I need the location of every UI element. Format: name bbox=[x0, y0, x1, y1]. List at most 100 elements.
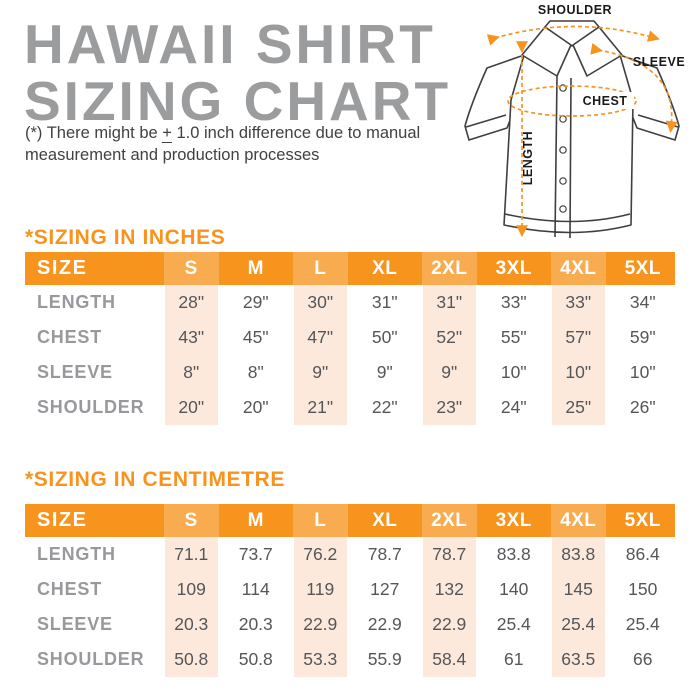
value-cell: 140 bbox=[499, 579, 529, 599]
value-cell: 23" bbox=[417, 390, 482, 425]
value-cell: 78.7 bbox=[367, 544, 402, 564]
measurement-lines bbox=[486, 25, 678, 238]
value-cell: 20.3 bbox=[159, 607, 224, 642]
size-column-header: SIZE bbox=[25, 252, 159, 285]
column-header-5xl: 5XL bbox=[610, 252, 675, 285]
table-row: SHOULDER 50.8 50.8 53.3 55.9 58.4 61 63.5 66 bbox=[25, 642, 675, 677]
value-cell: 150 bbox=[628, 579, 658, 599]
value-cell: 9" bbox=[376, 362, 393, 382]
table-row: SLEEVE 8" 8" 9" 9" 9" 10" 10" 10" bbox=[25, 355, 675, 390]
page-title-line1: HAWAII SHIRT bbox=[24, 13, 436, 75]
value-cell: 83.8 bbox=[546, 537, 611, 572]
value-cell: 55" bbox=[500, 327, 527, 347]
row-label-chest: CHEST bbox=[37, 327, 103, 347]
chest-measure-ellipse bbox=[507, 85, 637, 117]
value-cell: 25" bbox=[546, 390, 611, 425]
value-cell: 66 bbox=[633, 649, 653, 669]
column-header-s: S bbox=[159, 504, 224, 537]
table-header-row: SIZE S M L XL 2XL 3XL 4XL 5XL bbox=[25, 252, 675, 285]
column-header-4xl: 4XL bbox=[546, 252, 611, 285]
value-cell: 10" bbox=[629, 362, 656, 382]
note-rest: 1.0 inch difference due to manual measur… bbox=[25, 124, 421, 164]
page-title-line2: SIZING CHART bbox=[24, 69, 452, 132]
value-cell: 22.9 bbox=[288, 607, 353, 642]
value-cell: 10" bbox=[500, 362, 527, 382]
chest-label-background bbox=[576, 92, 634, 109]
shirt-measurement-diagram: SHOULDER SLEEVE CHEST LENGTH bbox=[447, 0, 699, 257]
value-cell: 58.4 bbox=[417, 642, 482, 677]
value-cell: 132 bbox=[417, 572, 482, 607]
value-cell: 29" bbox=[242, 292, 269, 312]
table-header-row: SIZE S M L XL 2XL 3XL 4XL 5XL bbox=[25, 504, 675, 537]
section-heading-centimetre: *SIZING IN CENTIMETRE bbox=[25, 468, 285, 491]
value-cell: 25.4 bbox=[496, 614, 531, 634]
value-cell: 22.9 bbox=[367, 614, 402, 634]
value-cell: 76.2 bbox=[288, 537, 353, 572]
value-cell: 86.4 bbox=[625, 544, 660, 564]
value-cell: 33" bbox=[500, 292, 527, 312]
shoulder-label: SHOULDER bbox=[538, 3, 612, 17]
column-header-m: M bbox=[223, 252, 288, 285]
value-cell: 55.9 bbox=[367, 649, 402, 669]
sleeve-measure-curve bbox=[590, 42, 678, 134]
value-cell: 73.7 bbox=[238, 544, 273, 564]
column-header-2xl: 2XL bbox=[417, 504, 482, 537]
value-cell: 22.9 bbox=[417, 607, 482, 642]
value-cell: 50.8 bbox=[159, 642, 224, 677]
column-header-5xl: 5XL bbox=[610, 504, 675, 537]
sizing-table-inches: SIZE S M L XL 2XL 3XL 4XL 5XL LENGTH 28" 29" 30" 31" 3… bbox=[25, 252, 675, 425]
sleeve-label: SLEEVE bbox=[633, 55, 685, 69]
shoulder-measure-arc bbox=[486, 25, 660, 46]
value-cell: 78.7 bbox=[417, 537, 482, 572]
value-cell: 34" bbox=[629, 292, 656, 312]
value-cell: 145 bbox=[546, 572, 611, 607]
value-cell: 57" bbox=[546, 320, 611, 355]
table-row: LENGTH 28" 29" 30" 31" 31" 33" 33" 34" bbox=[25, 285, 675, 320]
column-header-l: L bbox=[288, 504, 353, 537]
value-cell: 127 bbox=[370, 579, 400, 599]
value-cell: 21" bbox=[288, 390, 353, 425]
row-label-length: LENGTH bbox=[37, 292, 116, 312]
value-cell: 20" bbox=[242, 397, 269, 417]
value-cell: 10" bbox=[546, 355, 611, 390]
note-prefix: (*) There might be bbox=[25, 124, 163, 142]
value-cell: 109 bbox=[159, 572, 224, 607]
plus-minus-symbol: + bbox=[162, 124, 172, 143]
value-cell: 8" bbox=[159, 355, 224, 390]
shirt-outline bbox=[464, 20, 680, 239]
value-cell: 52" bbox=[417, 320, 482, 355]
length-label: LENGTH bbox=[521, 131, 535, 185]
value-cell: 31" bbox=[417, 285, 482, 320]
value-cell: 114 bbox=[241, 579, 270, 599]
column-header-2xl: 2XL bbox=[417, 252, 482, 285]
value-cell: 119 bbox=[288, 572, 353, 607]
value-cell: 43" bbox=[159, 320, 224, 355]
value-cell: 22" bbox=[371, 397, 398, 417]
value-cell: 28" bbox=[159, 285, 224, 320]
column-header-3xl: 3XL bbox=[481, 252, 546, 285]
value-cell: 8" bbox=[247, 362, 264, 382]
value-cell: 25.4 bbox=[625, 614, 660, 634]
value-cell: 9" bbox=[288, 355, 353, 390]
sizing-table-centimetre: SIZE S M L XL 2XL 3XL 4XL 5XL LENGTH 71.1 73.7 76.2 7… bbox=[25, 504, 675, 677]
table-row: SLEEVE 20.3 20.3 22.9 22.9 22.9 25.4 25.4 25.4 bbox=[25, 607, 675, 642]
row-label-chest: CHEST bbox=[37, 579, 103, 599]
table-row: CHEST 109 114 119 127 132 140 145 150 bbox=[25, 572, 675, 607]
row-label-shoulder: SHOULDER bbox=[37, 397, 145, 417]
value-cell: 50.8 bbox=[238, 649, 273, 669]
column-header-m: M bbox=[223, 504, 288, 537]
column-header-xl: XL bbox=[352, 504, 417, 537]
value-cell: 20.3 bbox=[238, 614, 273, 634]
column-header-xl: XL bbox=[352, 252, 417, 285]
value-cell: 61 bbox=[504, 649, 524, 669]
value-cell: 50" bbox=[371, 327, 398, 347]
column-header-s: S bbox=[159, 252, 224, 285]
column-header-4xl: 4XL bbox=[546, 504, 611, 537]
value-cell: 25.4 bbox=[546, 607, 611, 642]
measurement-note: (*) There might be + 1.0 inch difference… bbox=[25, 123, 465, 167]
value-cell: 45" bbox=[242, 327, 269, 347]
column-header-3xl: 3XL bbox=[481, 504, 546, 537]
section-heading-inches: *SIZING IN INCHES bbox=[25, 226, 226, 249]
value-cell: 47" bbox=[288, 320, 353, 355]
